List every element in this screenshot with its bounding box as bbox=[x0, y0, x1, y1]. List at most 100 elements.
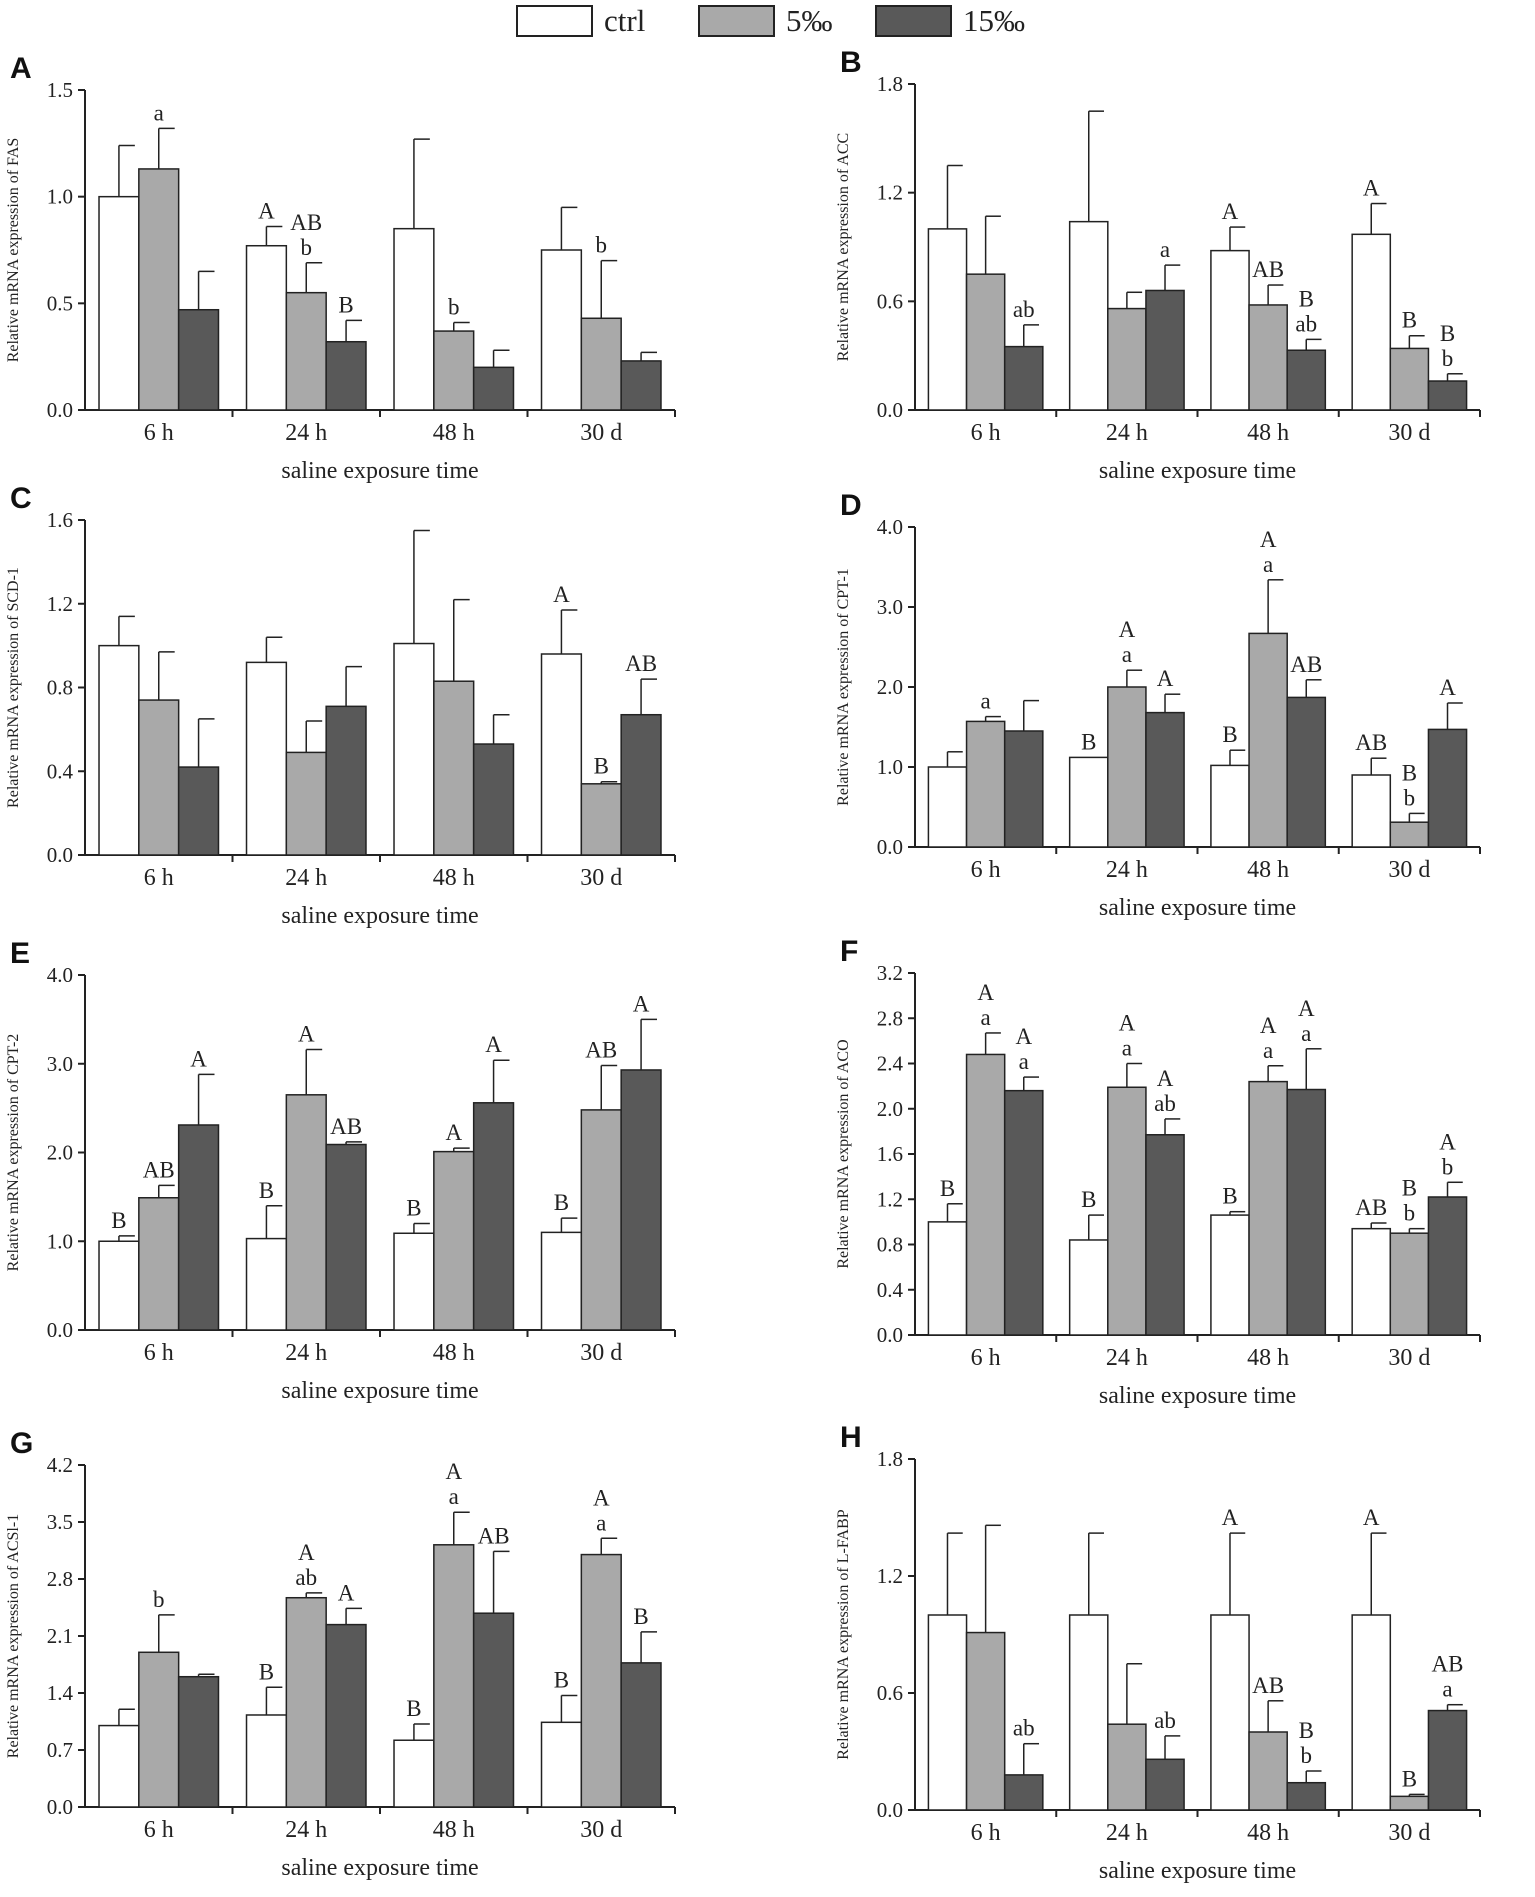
x-tick-label-f: 48 h bbox=[1247, 1345, 1289, 1371]
x-tick-label-f: 30 d bbox=[1388, 1345, 1430, 1371]
significance-label-e: A bbox=[298, 1022, 315, 1047]
x-tick-label-d: 30 d bbox=[1388, 857, 1430, 883]
panel-letter-c: C bbox=[10, 482, 32, 515]
bar-h-1-3 bbox=[1389, 1795, 1430, 1811]
significance-label-h: ab bbox=[1013, 1716, 1035, 1741]
panel-letter-e: E bbox=[10, 937, 30, 970]
bar-g-1-3 bbox=[580, 1553, 622, 1808]
legend: ctrl 5‰ 15‰ bbox=[516, 3, 1025, 38]
y-tick-label-d: 1.0 bbox=[877, 755, 903, 779]
significance-label-d: B bbox=[1222, 722, 1237, 747]
y-tick-label-h: 0.0 bbox=[877, 1798, 903, 1822]
significance-label-e: B bbox=[406, 1196, 421, 1221]
x-axis-title-b: saline exposure time bbox=[1099, 458, 1296, 484]
significance-label-d: a bbox=[1122, 642, 1132, 667]
x-tick-label-e: 24 h bbox=[285, 1340, 327, 1366]
y-tick-label-b: 0.6 bbox=[877, 289, 903, 313]
y-tick-label-g: 0.7 bbox=[47, 1738, 73, 1762]
bar-a-0-0 bbox=[98, 195, 140, 411]
significance-label-a: b bbox=[301, 235, 313, 260]
significance-label-f: b bbox=[1442, 1154, 1454, 1179]
significance-label-e: AB bbox=[585, 1038, 617, 1063]
bar-a-1-3 bbox=[580, 317, 622, 411]
y-axis-title-h: Relative mRNA expression of L-FABP bbox=[835, 1509, 852, 1759]
legend-label-5: 5‰ bbox=[786, 3, 833, 38]
significance-label-d: a bbox=[1263, 552, 1273, 577]
bar-f-1-1 bbox=[1107, 1086, 1147, 1336]
y-tick-label-f: 2.4 bbox=[877, 1052, 904, 1076]
y-tick-label-f: 2.0 bbox=[877, 1097, 903, 1121]
bar-c-2-2 bbox=[472, 743, 515, 856]
bar-f-2-0 bbox=[1003, 1089, 1044, 1336]
significance-label-d: AB bbox=[1290, 652, 1322, 677]
significance-label-d: a bbox=[981, 689, 991, 714]
significance-label-c: A bbox=[553, 582, 570, 607]
x-tick-label-g: 24 h bbox=[285, 1817, 327, 1843]
bar-b-0-3 bbox=[1351, 233, 1392, 411]
bar-a-2-3 bbox=[620, 360, 662, 411]
y-tick-label-d: 2.0 bbox=[877, 675, 903, 699]
y-tick-label-h: 0.6 bbox=[877, 1681, 903, 1705]
y-tick-label-c: 0.0 bbox=[47, 843, 73, 867]
bar-b-2-2 bbox=[1286, 349, 1327, 411]
significance-label-b: b bbox=[1442, 346, 1454, 371]
y-axis-title-c: Relative mRNA expression of SCD-1 bbox=[5, 567, 22, 808]
bar-d-2-1 bbox=[1145, 711, 1185, 848]
panel-letter-h: H bbox=[840, 1421, 862, 1454]
x-axis-title-d: saline exposure time bbox=[1099, 895, 1296, 921]
x-tick-label-c: 30 d bbox=[580, 865, 622, 891]
significance-label-b: B bbox=[1402, 308, 1417, 333]
bar-h-1-0 bbox=[965, 1631, 1006, 1811]
significance-label-d: AB bbox=[1355, 730, 1387, 755]
significance-label-c: B bbox=[594, 754, 609, 779]
significance-label-h: AB bbox=[1432, 1652, 1464, 1677]
bar-d-1-1 bbox=[1107, 686, 1147, 848]
bar-h-2-1 bbox=[1145, 1758, 1185, 1811]
x-axis-title-g: saline exposure time bbox=[281, 1855, 478, 1881]
significance-label-g: a bbox=[596, 1510, 606, 1535]
y-tick-label-e: 3.0 bbox=[47, 1052, 73, 1076]
x-tick-label-f: 24 h bbox=[1106, 1345, 1148, 1371]
y-tick-label-a: 0.5 bbox=[47, 291, 73, 315]
y-tick-label-a: 1.0 bbox=[47, 185, 73, 209]
bar-a-0-3 bbox=[540, 249, 583, 411]
significance-label-b: a bbox=[1160, 237, 1170, 262]
significance-label-e: AB bbox=[330, 1114, 362, 1139]
significance-label-f: B bbox=[1081, 1187, 1096, 1212]
legend-label-ctrl: ctrl bbox=[604, 3, 645, 38]
bar-d-2-2 bbox=[1286, 696, 1327, 848]
y-tick-label-g: 2.8 bbox=[47, 1567, 73, 1591]
legend-label-15: 15‰ bbox=[963, 3, 1025, 38]
bar-c-1-2 bbox=[433, 680, 475, 856]
bar-a-1-1 bbox=[285, 291, 327, 411]
bar-b-0-1 bbox=[1068, 220, 1109, 411]
panel-letter-d: D bbox=[840, 489, 862, 522]
bar-c-0-2 bbox=[393, 642, 435, 856]
significance-label-g: A bbox=[298, 1540, 315, 1565]
significance-label-d: A bbox=[1157, 666, 1174, 691]
significance-label-d: B bbox=[1402, 760, 1417, 785]
bar-e-1-2 bbox=[433, 1150, 475, 1331]
significance-label-b: A bbox=[1363, 176, 1380, 201]
y-tick-label-d: 0.0 bbox=[877, 835, 903, 859]
y-tick-label-e: 4.0 bbox=[47, 963, 73, 987]
significance-label-f: A bbox=[1119, 1011, 1136, 1036]
panel-letter-f: F bbox=[840, 935, 858, 968]
significance-label-f: A bbox=[1157, 1066, 1174, 1091]
x-tick-label-e: 48 h bbox=[433, 1340, 475, 1366]
bar-g-0-0 bbox=[98, 1724, 140, 1808]
significance-label-a: B bbox=[338, 292, 353, 317]
y-tick-label-a: 0.0 bbox=[47, 398, 73, 422]
x-tick-label-d: 6 h bbox=[971, 857, 1001, 883]
bar-f-2-2 bbox=[1286, 1088, 1327, 1336]
bar-b-2-0 bbox=[1003, 345, 1044, 411]
y-axis-title-f: Relative mRNA expression of ACO bbox=[835, 1039, 852, 1268]
significance-label-f: A bbox=[1015, 1024, 1032, 1049]
significance-label-g: B bbox=[633, 1604, 648, 1629]
bar-a-2-2 bbox=[472, 366, 515, 411]
significance-label-a: b bbox=[596, 233, 608, 258]
x-axis-title-a: saline exposure time bbox=[281, 458, 478, 484]
significance-label-e: B bbox=[554, 1190, 569, 1215]
bar-d-0-3 bbox=[1351, 774, 1392, 848]
x-tick-label-d: 24 h bbox=[1106, 857, 1148, 883]
